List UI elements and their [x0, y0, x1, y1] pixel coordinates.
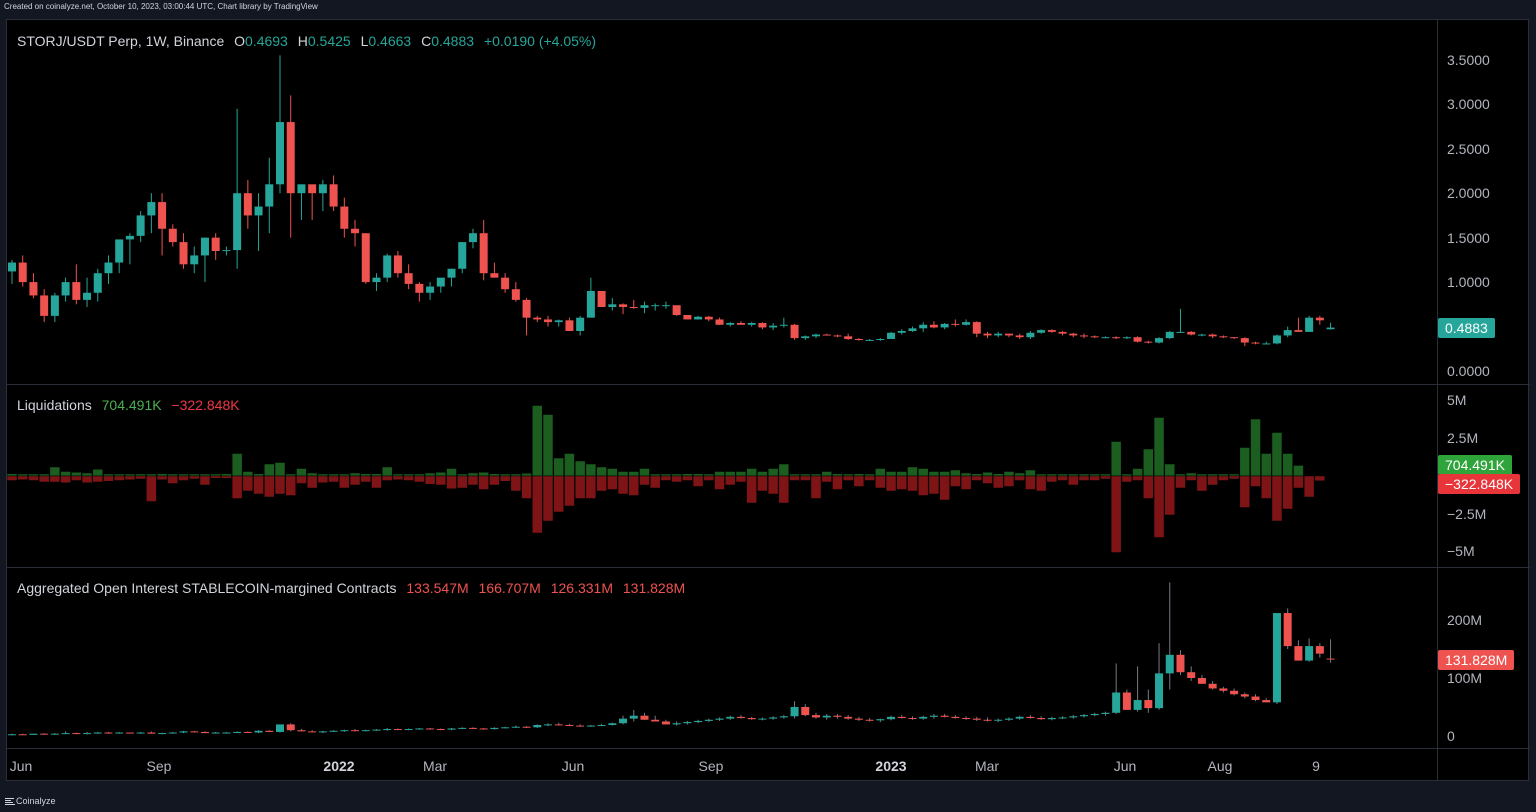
- oi-open-value: 133.547M: [406, 580, 469, 596]
- last-price-badge: 0.4883: [1438, 318, 1495, 338]
- long-liq-badge: 704.491K: [1438, 455, 1512, 475]
- y-tick: 0.0000: [1447, 363, 1490, 379]
- liquidation-bars: [7, 405, 1326, 553]
- close-value: 0.4883: [431, 33, 475, 49]
- pane-divider[interactable]: [7, 384, 1530, 385]
- x-tick: Mar: [974, 758, 1000, 774]
- liquidations-pane[interactable]: Liquidations 704.491K −322.848K: [7, 385, 1437, 567]
- open-interest-candles: [8, 582, 1335, 736]
- x-tick: 9: [1312, 758, 1320, 774]
- price-pane[interactable]: STORJ/USDT Perp, 1W, Binance O0.4693 H0.…: [7, 20, 1437, 384]
- liquidations-legend: Liquidations 704.491K −322.848K: [17, 397, 246, 413]
- y-tick: 2.0000: [1447, 185, 1490, 201]
- y-tick: 0: [1447, 728, 1455, 744]
- open-value: 0.4693: [245, 33, 288, 49]
- time-axis-divider: [7, 748, 1530, 749]
- y-tick: 1.0000: [1447, 274, 1490, 290]
- change-value: +0.0190 (+4.05%): [483, 33, 597, 49]
- y-tick: 1.5000: [1447, 230, 1490, 246]
- oi-last-badge: 131.828M: [1438, 650, 1515, 670]
- open-interest-pane[interactable]: Aggregated Open Interest STABLECOIN-marg…: [7, 568, 1437, 748]
- low-value: 0.4663: [368, 33, 412, 49]
- open-interest-legend: Aggregated Open Interest STABLECOIN-marg…: [17, 580, 691, 596]
- y-tick: 2.5M: [1447, 430, 1479, 446]
- y-tick: 200M: [1447, 612, 1483, 628]
- high-value: 0.5425: [307, 33, 351, 49]
- x-tick-year: 2023: [875, 758, 907, 774]
- x-tick: Sep: [698, 758, 724, 774]
- short-liq-value: −322.848K: [171, 397, 240, 413]
- symbol-label[interactable]: STORJ/USDT Perp, 1W, Binance: [17, 33, 225, 49]
- price-axis-divider: [1437, 20, 1438, 780]
- oi-high-value: 166.707M: [478, 580, 541, 596]
- x-tick: Aug: [1207, 758, 1233, 774]
- y-tick: 2.5000: [1447, 141, 1490, 157]
- price-legend: STORJ/USDT Perp, 1W, Binance O0.4693 H0.…: [17, 33, 597, 49]
- x-tick: Mar: [422, 758, 448, 774]
- x-tick: Sep: [146, 758, 172, 774]
- footer-brand[interactable]: Coinalyze: [5, 796, 56, 806]
- short-liq-badge: −322.848K: [1438, 474, 1521, 494]
- y-tick: 5M: [1447, 392, 1467, 408]
- long-liq-value: 704.491K: [101, 397, 162, 413]
- liquidations-title[interactable]: Liquidations: [17, 397, 92, 413]
- oi-close-value: 131.828M: [622, 580, 686, 596]
- open-interest-title[interactable]: Aggregated Open Interest STABLECOIN-marg…: [17, 580, 397, 596]
- chart-credit: Created on coinalyze.net, October 10, 20…: [4, 2, 318, 11]
- y-tick: 3.0000: [1447, 96, 1490, 112]
- x-tick: Jun: [9, 758, 33, 774]
- pane-divider[interactable]: [7, 567, 1530, 568]
- brand-name: Coinalyze: [16, 796, 56, 806]
- y-tick: −5M: [1447, 543, 1475, 559]
- x-tick-year: 2022: [323, 758, 355, 774]
- x-tick: Jun: [561, 758, 585, 774]
- price-candles: [8, 55, 1335, 347]
- y-tick: 100M: [1447, 670, 1483, 686]
- y-tick: 3.5000: [1447, 52, 1490, 68]
- menu-lines-icon: [5, 797, 15, 805]
- x-tick: Jun: [1113, 758, 1137, 774]
- oi-low-value: 126.331M: [550, 580, 613, 596]
- y-tick: −2.5M: [1447, 506, 1487, 522]
- chart-frame: STORJ/USDT Perp, 1W, Binance O0.4693 H0.…: [6, 19, 1530, 781]
